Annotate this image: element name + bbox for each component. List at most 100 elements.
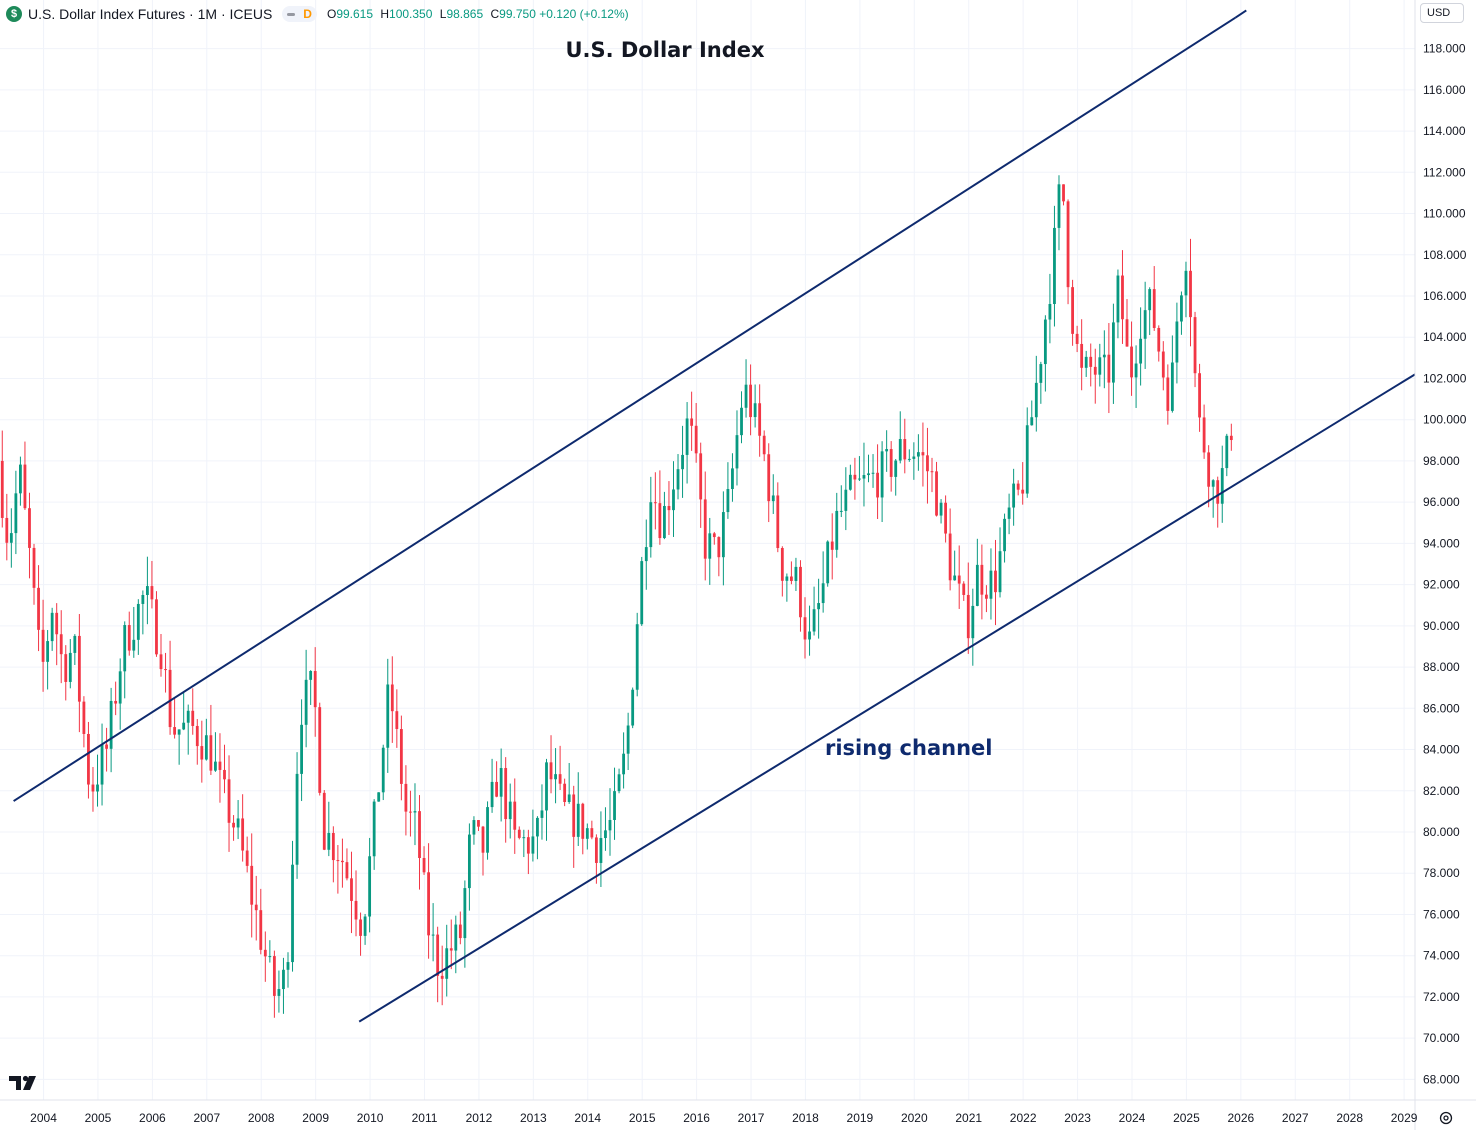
candle-down: [37, 587, 40, 630]
channel-line-upper-continued[interactable]: [1234, 9, 1247, 19]
candle-up: [1003, 518, 1006, 552]
candle-down: [1161, 351, 1165, 378]
candle-up: [567, 794, 571, 802]
candle-up: [136, 603, 140, 640]
candle-up: [817, 603, 821, 610]
candle-up: [214, 761, 217, 771]
candle-down: [853, 474, 857, 480]
channel-line-upper[interactable]: [13, 16, 1236, 802]
x-tick-label: 2025: [1173, 1111, 1200, 1125]
candle-down: [558, 774, 562, 784]
x-tick-label: 2027: [1282, 1111, 1309, 1125]
candle-down: [703, 499, 707, 559]
candle-up: [740, 407, 743, 436]
candle-down: [359, 919, 362, 936]
candle-down: [694, 425, 698, 454]
settings-gear-icon[interactable]: [1438, 1110, 1454, 1126]
x-tick-label: 2011: [412, 1111, 438, 1125]
price-axis[interactable]: 68.000 70.000 72.000 74.000 76.000 78.000 80.0…: [1414, 0, 1467, 1130]
symbol-title[interactable]: U.S. Dollar Index Futures · 1M · ICEUS: [28, 6, 273, 22]
candle-up: [554, 774, 557, 780]
candle-up: [236, 818, 240, 828]
channel-line-lower[interactable]: [358, 373, 1416, 1023]
candle-down: [173, 727, 177, 735]
candle-up: [540, 810, 544, 818]
y-tick-label: 80.000: [1423, 825, 1460, 839]
symbol-legend[interactable]: $ U.S. Dollar Index Futures · 1M · ICEUS…: [6, 3, 633, 25]
candle-up: [998, 551, 1002, 593]
x-tick-label: 2009: [302, 1111, 329, 1125]
candle-up: [812, 609, 816, 632]
candle-up: [604, 830, 607, 839]
candle-down: [994, 570, 997, 593]
candle-up: [1175, 321, 1179, 363]
candle-up: [867, 473, 870, 476]
candle-down: [1125, 319, 1129, 347]
candle-down: [513, 801, 517, 830]
candle-down: [259, 910, 263, 950]
candle-down: [1080, 343, 1084, 368]
candle-up: [858, 478, 861, 480]
y-tick-label: 82.000: [1423, 784, 1460, 798]
candle-up: [295, 773, 299, 865]
open-label: O: [326, 7, 337, 21]
candle-up: [522, 837, 526, 839]
candle-up: [676, 469, 680, 490]
candle-down: [168, 669, 172, 728]
candle-down: [658, 503, 662, 539]
candle-down: [699, 453, 703, 500]
x-tick-label: 2015: [629, 1111, 656, 1125]
candle-down: [390, 684, 394, 712]
y-tick-label: 98.000: [1423, 454, 1460, 468]
x-tick-label: 2029: [1391, 1111, 1418, 1125]
candle-up: [1007, 507, 1011, 519]
candle-down: [962, 583, 966, 595]
candle-down: [1071, 287, 1074, 334]
candle-down: [717, 537, 721, 558]
candle-up: [862, 475, 866, 479]
candle-down: [223, 769, 226, 780]
candle-down: [191, 710, 195, 726]
x-tick-label: 2005: [85, 1111, 112, 1125]
time-axis[interactable]: 2004 2005 2006 2007 2008 2009 2010 2011 2012 2013…: [0, 1099, 1476, 1125]
candle-up: [1220, 468, 1224, 504]
candle-down: [331, 832, 335, 861]
candle-down: [572, 794, 576, 837]
candle-up: [617, 774, 621, 792]
candle-up: [282, 969, 285, 990]
candle-up: [785, 576, 789, 581]
market-status-pill[interactable]: D: [282, 6, 317, 22]
candle-down: [876, 472, 879, 498]
low-label: L: [439, 7, 447, 21]
candle-down: [82, 701, 86, 734]
candle-down: [830, 541, 834, 550]
x-tick-label: 2024: [1119, 1111, 1146, 1125]
candle-up: [1039, 364, 1043, 383]
currency-selector[interactable]: USD: [1420, 3, 1464, 23]
x-tick-label: 2028: [1336, 1111, 1363, 1125]
candle-down: [980, 564, 984, 595]
candle-down: [957, 575, 961, 584]
candle-down: [395, 711, 399, 730]
x-tick-label: 2017: [738, 1111, 765, 1125]
candle-up: [622, 753, 626, 775]
candle-down: [780, 548, 784, 581]
candle-up: [19, 464, 22, 494]
candle-up: [649, 502, 653, 548]
candle-up: [472, 820, 476, 835]
close-value: 99.750 +0.120 (+0.12%): [499, 7, 629, 21]
dollar-icon: $: [6, 6, 22, 22]
candle-down: [1066, 201, 1070, 288]
candle-down: [440, 975, 444, 979]
candle-up: [585, 828, 589, 839]
candle-down: [422, 858, 426, 873]
candle-down: [245, 850, 249, 866]
candle-down: [322, 792, 326, 850]
candle-up: [177, 729, 181, 735]
y-tick-label: 94.000: [1423, 536, 1460, 550]
candle-down: [690, 418, 694, 426]
candle-up: [971, 605, 975, 639]
tradingview-logo-icon[interactable]: [8, 1074, 40, 1092]
